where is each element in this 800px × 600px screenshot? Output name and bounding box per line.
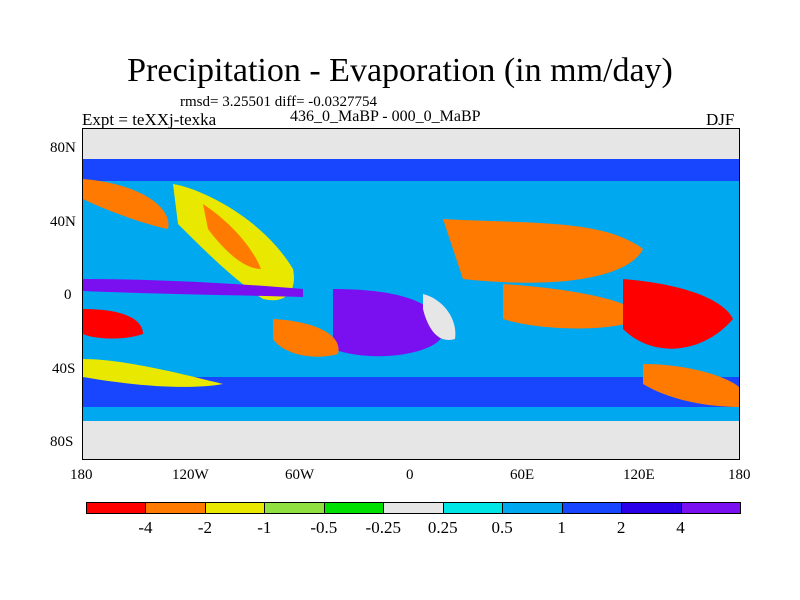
colorbar-swatch <box>621 502 682 514</box>
precip-evap-map <box>83 129 739 459</box>
colorbar-level-label: -0.25 <box>365 518 401 537</box>
stats-text: rmsd= 3.25501 diff= -0.0327754 <box>180 94 378 110</box>
colorbar-level-label: -1 <box>257 518 272 537</box>
lon-tick-label: 180 <box>70 467 93 483</box>
lat-tick-label: 80N <box>50 140 76 156</box>
colorbar-swatch <box>383 502 444 514</box>
north-america-core <box>203 204 261 269</box>
colorbar-swatch <box>323 502 385 514</box>
colorbar-level-label: 4 <box>676 518 685 537</box>
colorbar-swatch <box>86 502 147 514</box>
lon-tick-label: 0 <box>406 467 414 483</box>
colorbar-swatch <box>680 502 741 514</box>
lat-tick-label: 80S <box>50 434 74 450</box>
colorbar-level-label: 0.5 <box>491 518 513 537</box>
north-pacific-arid <box>83 179 169 229</box>
colorbar-swatch <box>204 502 266 514</box>
south-polar-band <box>83 421 739 459</box>
eurasia-arid <box>443 219 643 283</box>
equatorial-continent-wet <box>333 289 443 357</box>
lon-tick-label: 120W <box>172 467 209 483</box>
colorbar-swatch <box>264 502 325 514</box>
lon-tick-label: 120E <box>623 467 655 483</box>
south-atlantic-arid <box>273 319 339 357</box>
south-indian-arid <box>643 364 739 407</box>
colorbar-level-label: 2 <box>616 518 626 537</box>
colorbar-level-label: -2 <box>197 518 212 537</box>
colorbar-swatch <box>561 502 623 514</box>
colorbar-level-label: 0.25 <box>427 518 458 537</box>
colorbar-level-label: -4 <box>138 518 153 537</box>
colorbar-level-label: 1 <box>557 518 566 537</box>
australia-arid <box>623 279 733 349</box>
map-panel <box>82 128 740 460</box>
lon-tick-label: 60E <box>510 467 535 483</box>
equatorial-wet-belt <box>83 279 303 297</box>
colorbar-swatch <box>442 502 504 514</box>
lon-tick-label: 180 <box>728 467 751 483</box>
season-label: DJF <box>706 110 735 129</box>
pacific-arid-west <box>83 309 143 339</box>
period-label: 436_0_MaBP - 000_0_MaBP <box>290 108 481 125</box>
plot-title: Precipitation - Evaporation (in mm/day) <box>127 52 673 89</box>
lon-tick-label: 60W <box>285 467 315 483</box>
tropical-arid-band-east <box>503 284 643 329</box>
north-polar-band <box>83 129 739 159</box>
lat-tick-label: 0 <box>64 287 72 303</box>
colorbar-swatch <box>502 502 563 514</box>
lat-tick-label: 40S <box>52 361 76 377</box>
land-gray-patch <box>423 294 456 340</box>
lat-tick-label: 40N <box>50 214 76 230</box>
experiment-label: Expt = teXXj-texka <box>82 110 217 129</box>
south-pacific-yellow <box>83 359 223 387</box>
colorbar-swatch <box>145 502 206 514</box>
north-storm-track <box>83 159 739 181</box>
colorbar-level-label: -0.5 <box>310 518 338 537</box>
